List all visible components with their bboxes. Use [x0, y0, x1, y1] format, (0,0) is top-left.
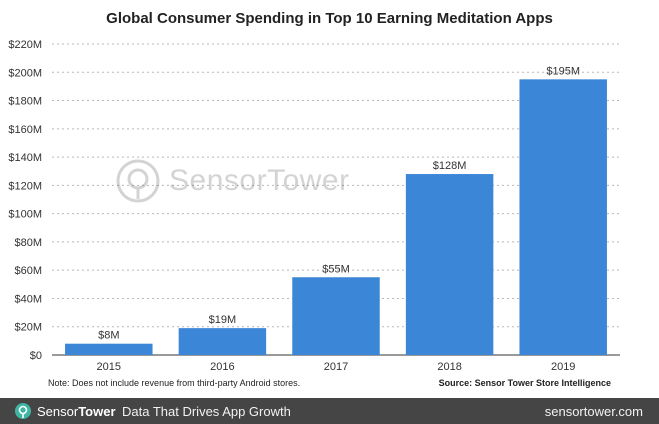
watermark-brand-1: Sensor [169, 164, 268, 197]
y-tick-label: $200M [8, 67, 42, 79]
data-label: $8M [98, 330, 119, 342]
footer-brand-1: Sensor [37, 403, 79, 419]
y-tick-label: $0 [30, 350, 42, 362]
y-tick-label: $60M [14, 265, 42, 277]
x-tick-label: 2017 [324, 361, 348, 373]
footer-site-link[interactable]: sensortower.com [544, 404, 643, 419]
y-tick-label: $140M [8, 152, 42, 164]
footer-brand-2: Tower [78, 403, 116, 419]
y-tick-label: $80M [14, 237, 42, 249]
footer-logo[interactable]: SensorTower [14, 402, 116, 420]
bar-2019 [519, 79, 607, 355]
y-tick-label: $20M [14, 322, 42, 334]
bar-2018 [405, 174, 494, 355]
bars [65, 79, 607, 355]
data-label: $128M [433, 160, 467, 172]
footer-tagline: Data That Drives App Growth [122, 404, 291, 419]
data-label: $55M [322, 263, 350, 275]
watermark: SensorTower [115, 158, 350, 204]
x-tick-label: 2018 [437, 361, 461, 373]
x-tick-label: 2016 [210, 361, 234, 373]
y-tick-label: $100M [8, 209, 42, 221]
data-label: $195M [546, 65, 580, 77]
sensor-tower-logo-icon [116, 159, 160, 203]
bar-2016 [178, 328, 267, 355]
labels: $0 $20M $40M $60M $80M $100M $120M $140M $160M $1… [8, 39, 580, 373]
chart-source: Source: Sensor Tower Store Intelligence [438, 378, 611, 388]
y-tick-label: $160M [8, 124, 42, 136]
bar-2017 [292, 277, 380, 355]
sensor-tower-logo-icon [15, 403, 31, 419]
y-tick-label: $120M [8, 180, 42, 192]
data-label: $19M [209, 314, 237, 326]
y-tick-label: $180M [8, 96, 42, 108]
y-tick-label: $40M [14, 293, 42, 305]
y-tick-label: $220M [8, 39, 42, 51]
bar-2015 [65, 343, 153, 355]
bar-chart: $0 $20M $40M $60M $80M $100M $120M $140M $160M $1… [8, 39, 620, 373]
x-tick-label: 2019 [551, 361, 575, 373]
chart-title: Global Consumer Spending in Top 10 Earni… [106, 10, 553, 27]
chart-note: Note: Does not include revenue from thir… [48, 378, 301, 388]
footer-bar: SensorTower Data That Drives App Growth … [0, 398, 659, 424]
watermark-brand-2: Tower [267, 164, 350, 197]
x-tick-label: 2015 [97, 361, 121, 373]
